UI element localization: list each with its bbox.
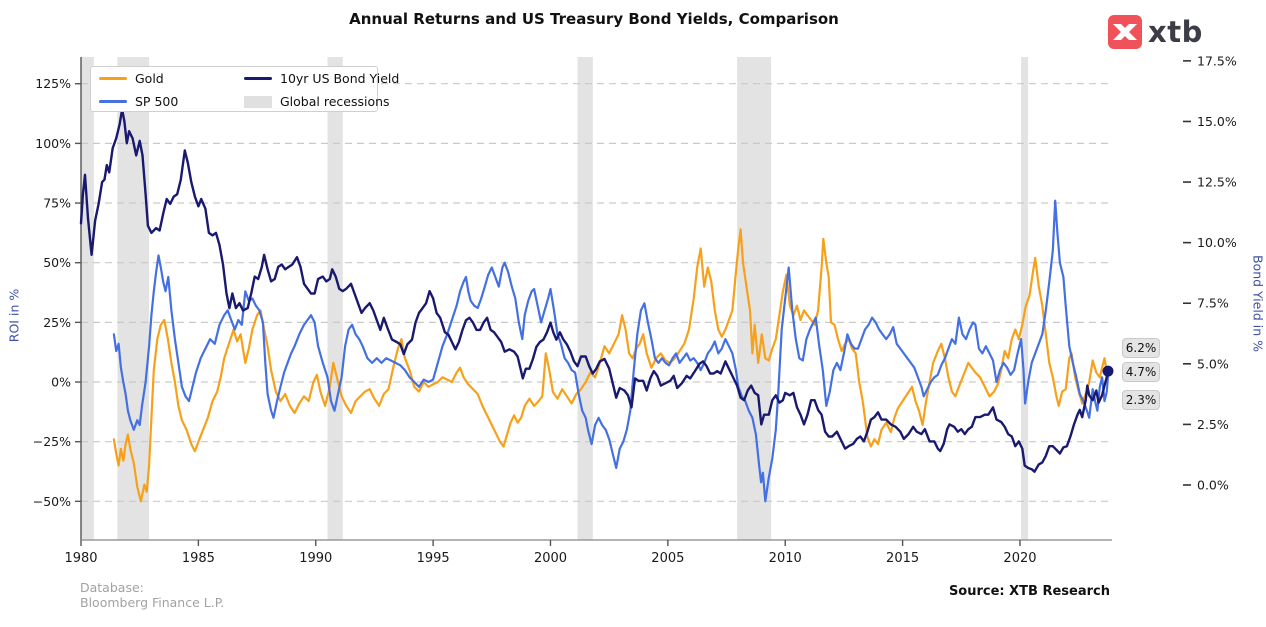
recession-swatch-icon (244, 95, 272, 108)
x-tick-label: 1995 (417, 551, 450, 566)
recession-band (1021, 57, 1029, 540)
x-tick-label: 1990 (299, 551, 332, 566)
sp500-line-swatch-icon (99, 100, 127, 103)
left-tick-label: 25% (43, 315, 71, 330)
10yr-us-bond-yield-series-line (79, 108, 1110, 473)
legend-item-recessions: Global recessions (244, 94, 390, 109)
left-tick-label: 0% (51, 375, 71, 390)
legend-item-sp500: SP 500 (99, 94, 244, 109)
recession-band (737, 57, 772, 540)
left-tick-label: 50% (43, 255, 71, 270)
left-tick-label: −25% (33, 434, 71, 449)
x-tick-label: 2020 (1003, 551, 1036, 566)
left-tick-label: −50% (33, 494, 71, 509)
source-credit: Source: XTB Research (948, 584, 1110, 599)
left-tick-label: 100% (35, 136, 71, 151)
chart-legend: Gold SP 500 10yr US Bond Yield Global re… (90, 66, 399, 112)
end-value-badge-gold: 6.2% (1122, 338, 1160, 358)
bond-yield-end-marker (1102, 365, 1114, 377)
sp-500-series-line (112, 199, 1110, 503)
right-tick-label: 15.0% (1197, 114, 1237, 129)
x-tick-label: 2000 (534, 551, 567, 566)
recession-band (81, 57, 94, 540)
x-tick-label: 2015 (886, 551, 919, 566)
left-axis-title: ROI in % (6, 288, 22, 343)
xtb-logo-text: xtb (1148, 15, 1203, 49)
x-tick-label: 1985 (182, 551, 215, 566)
end-value-badge-sp500: 2.3% (1122, 390, 1160, 410)
database-credit-line1: Database: (80, 580, 144, 595)
recession-band (117, 57, 150, 540)
right-tick-label: 5.0% (1197, 356, 1229, 371)
right-tick-label: 12.5% (1197, 175, 1237, 190)
x-bird-icon (1113, 24, 1137, 40)
left-tick-label: 125% (35, 76, 71, 91)
right-tick-label: 7.5% (1197, 296, 1229, 311)
gold-line-swatch-icon (99, 77, 127, 80)
right-tick-label: 10.0% (1197, 235, 1237, 250)
recession-band (577, 57, 593, 540)
right-tick-label: 0.0% (1197, 477, 1229, 492)
xtb-logo: xtb (1108, 15, 1203, 49)
x-tick-label: 1980 (64, 551, 97, 566)
left-tick-label: 75% (43, 196, 71, 211)
legend-label: 10yr US Bond Yield (280, 71, 400, 86)
gold-series-line (112, 228, 1110, 503)
legend-item-bond-yield: 10yr US Bond Yield (244, 71, 399, 86)
legend-label: SP 500 (135, 94, 179, 109)
right-tick-label: 2.5% (1197, 417, 1229, 432)
right-axis-title: Bond Yield in % (1250, 254, 1266, 353)
database-credit: Database: Bloomberg Finance L.P. (80, 580, 224, 610)
legend-label: Gold (135, 71, 164, 86)
x-tick-label: 2010 (769, 551, 802, 566)
bond-line-swatch-icon (244, 77, 272, 80)
database-credit-line2: Bloomberg Finance L.P. (80, 595, 225, 610)
end-value-badge-bond: 4.7% (1122, 362, 1160, 382)
right-tick-label: 17.5% (1197, 53, 1237, 68)
recession-band (327, 57, 343, 540)
xtb-logo-mark-icon (1108, 15, 1142, 49)
x-tick-label: 2005 (651, 551, 684, 566)
chart-title: Annual Returns and US Treasury Bond Yiel… (349, 10, 839, 28)
legend-label: Global recessions (280, 94, 390, 109)
legend-item-gold: Gold (99, 71, 244, 86)
